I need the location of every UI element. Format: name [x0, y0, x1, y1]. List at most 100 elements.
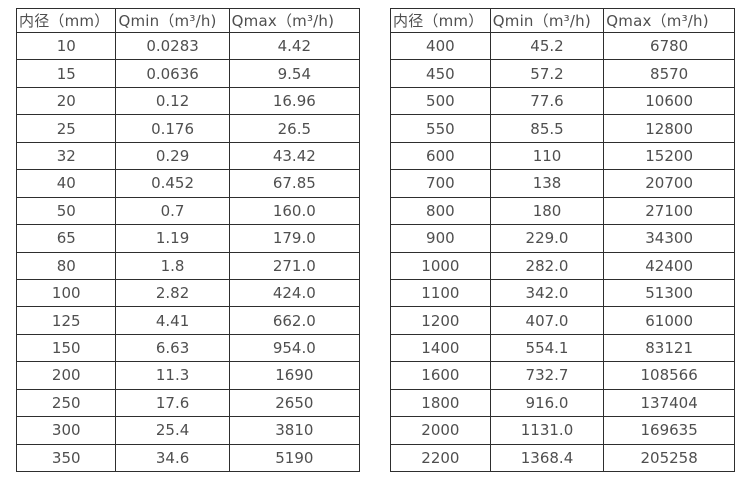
table-cell: 800 [390, 196, 491, 226]
table-cell: 200 [15, 361, 117, 390]
table-row: 900 229.0 34300 [390, 224, 735, 253]
table-cell: 400 [390, 31, 491, 61]
table-cell: 34300 [603, 224, 735, 253]
table-row: 150 6.63 954.0 [15, 333, 361, 363]
table-cell: 51300 [603, 278, 735, 308]
table-row: 2200 1368.4 205258 [390, 443, 735, 473]
table-row: 800 180 27100 [390, 196, 735, 226]
table-row: 350 34.6 5190 [15, 443, 361, 473]
table-row: 80 1.8 271.0 [15, 251, 361, 280]
table-cell: 42400 [603, 251, 735, 280]
table-cell: 1600 [390, 361, 491, 390]
table-cell: 61000 [603, 306, 735, 335]
table-cell: 25.4 [115, 416, 230, 445]
table-row: 700 138 20700 [390, 169, 735, 198]
table-row: 125 4.41 662.0 [15, 306, 361, 335]
table-cell: 125 [15, 306, 117, 335]
table-cell: 10600 [603, 86, 735, 116]
table-row: 550 85.5 12800 [390, 114, 735, 143]
table-cell: 732.7 [489, 361, 605, 390]
table-cell: 85.5 [489, 114, 605, 143]
table-row: 50 0.7 160.0 [15, 196, 361, 226]
table-cell: 100 [15, 278, 117, 308]
table-cell: 2650 [228, 388, 361, 418]
table-cell: 43.42 [228, 141, 361, 171]
table-cell: 32 [15, 141, 117, 171]
table-cell: 0.29 [115, 141, 230, 171]
table-cell: 600 [390, 141, 491, 171]
table-cell: 300 [15, 416, 117, 445]
table-body: 400 45.2 6780 450 57.2 8570 500 77.6 10600 550 85.… [390, 31, 735, 473]
table-cell: 6.63 [115, 333, 230, 363]
table-row: 300 25.4 3810 [15, 416, 361, 445]
table-cell: 424.0 [228, 278, 361, 308]
table-cell: 150 [15, 333, 117, 363]
table-cell: 0.452 [115, 169, 230, 198]
table-cell: 179.0 [228, 224, 361, 253]
table-cell: 20700 [603, 169, 735, 198]
table-cell: 1368.4 [489, 443, 605, 473]
table-cell: 4.42 [228, 31, 361, 61]
table-cell: 1100 [390, 278, 491, 308]
table-cell: 137404 [603, 388, 735, 418]
table-cell: 662.0 [228, 306, 361, 335]
table-cell: 16.96 [228, 86, 361, 116]
table-cell: 550 [390, 114, 491, 143]
table-cell: 40 [15, 169, 117, 198]
table-row: 20 0.12 16.96 [15, 86, 361, 116]
table-cell: 0.176 [115, 114, 230, 143]
table-cell: 0.7 [115, 196, 230, 226]
table-cell: 12800 [603, 114, 735, 143]
column-header-diameter: 内径（mm） [15, 8, 117, 33]
table-cell: 45.2 [489, 31, 605, 61]
column-header-qmin: Qmin（m³/h) [115, 8, 230, 33]
table-cell: 20 [15, 86, 117, 116]
table-cell: 0.0636 [115, 59, 230, 88]
table-row: 32 0.29 43.42 [15, 141, 361, 171]
table-row: 10 0.0283 4.42 [15, 31, 361, 61]
table-cell: 67.85 [228, 169, 361, 198]
table-cell: 5190 [228, 443, 361, 473]
table-cell: 2.82 [115, 278, 230, 308]
table-row: 15 0.0636 9.54 [15, 59, 361, 88]
table-row: 200 11.3 1690 [15, 361, 361, 390]
table-row: 25 0.176 26.5 [15, 114, 361, 143]
table-cell: 10 [15, 31, 117, 61]
column-header-diameter: 内径（mm） [390, 8, 491, 33]
table-cell: 4.41 [115, 306, 230, 335]
table-cell: 17.6 [115, 388, 230, 418]
table-cell: 50 [15, 196, 117, 226]
table-cell: 700 [390, 169, 491, 198]
table-cell: 1131.0 [489, 416, 605, 445]
table-cell: 900 [390, 224, 491, 253]
table-cell: 282.0 [489, 251, 605, 280]
table-row: 1600 732.7 108566 [390, 361, 735, 390]
table-cell: 350 [15, 443, 117, 473]
table-cell: 0.0283 [115, 31, 230, 61]
table-cell: 6780 [603, 31, 735, 61]
table-cell: 342.0 [489, 278, 605, 308]
table-cell: 160.0 [228, 196, 361, 226]
table-cell: 1.8 [115, 251, 230, 280]
table-cell: 80 [15, 251, 117, 280]
table-cell: 916.0 [489, 388, 605, 418]
table-row: 1000 282.0 42400 [390, 251, 735, 280]
table-row: 500 77.6 10600 [390, 86, 735, 116]
table-cell: 229.0 [489, 224, 605, 253]
table-row: 600 110 15200 [390, 141, 735, 171]
table-row: 450 57.2 8570 [390, 59, 735, 88]
table-cell: 57.2 [489, 59, 605, 88]
table-cell: 83121 [603, 333, 735, 363]
table-cell: 110 [489, 141, 605, 171]
table-cell: 0.12 [115, 86, 230, 116]
column-header-qmin: Qmin（m³/h) [489, 8, 605, 33]
table-row: 1400 554.1 83121 [390, 333, 735, 363]
column-header-qmax: Qmax（m³/h) [228, 8, 361, 33]
table-cell: 15 [15, 59, 117, 88]
table-row: 1100 342.0 51300 [390, 278, 735, 308]
table-cell: 11.3 [115, 361, 230, 390]
table-cell: 1.19 [115, 224, 230, 253]
table-header-row: 内径（mm） Qmin（m³/h) Qmax（m³/h) [390, 8, 735, 33]
table-cell: 26.5 [228, 114, 361, 143]
